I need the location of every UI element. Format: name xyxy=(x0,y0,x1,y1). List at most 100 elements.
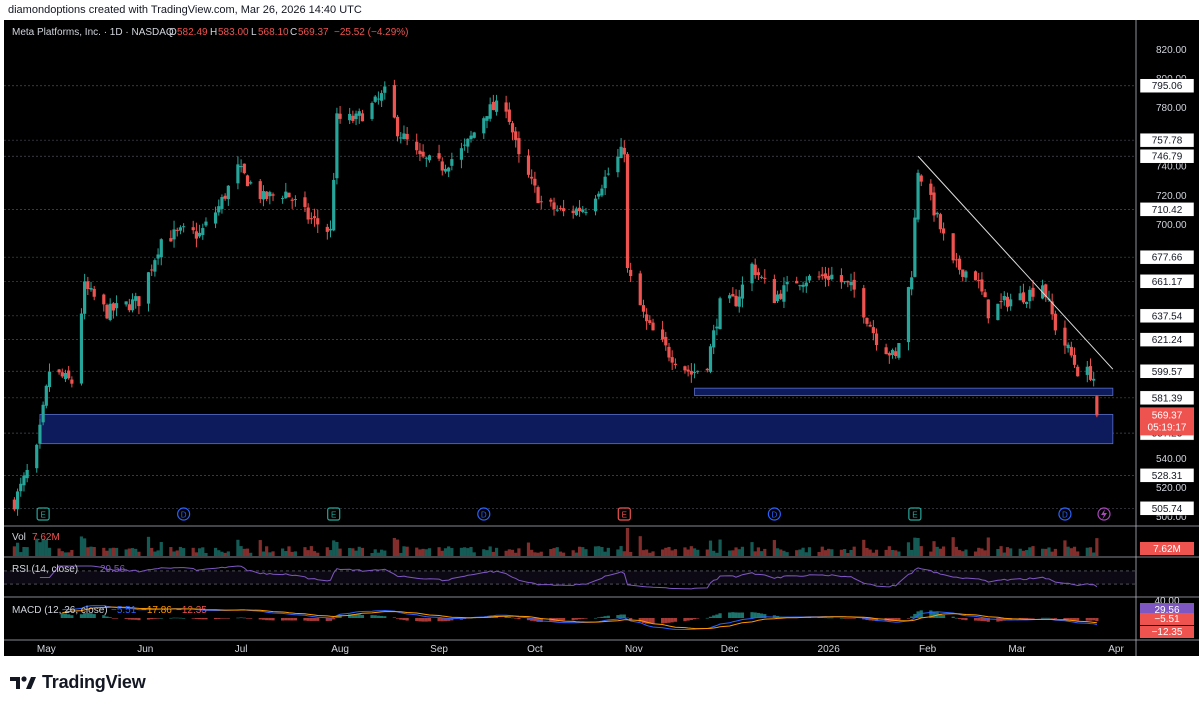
macd-histogram-bar xyxy=(951,616,955,618)
macd-histogram-bar xyxy=(645,618,649,624)
x-tick-label: Oct xyxy=(527,644,543,655)
volume-bar xyxy=(804,552,808,556)
macd-histogram-bar xyxy=(290,618,294,621)
macd-histogram-bar xyxy=(197,618,202,620)
macd-histogram-bar xyxy=(127,618,131,620)
candle-body xyxy=(779,293,783,299)
macd-histogram-bar xyxy=(284,618,288,621)
volume-bar xyxy=(463,547,467,556)
volume-bar xyxy=(597,546,601,556)
volume-bar xyxy=(459,547,464,556)
volume-bar xyxy=(1063,540,1067,556)
x-tick-label: Dec xyxy=(721,644,739,655)
candle-body xyxy=(980,279,984,292)
macd-histogram-bar xyxy=(258,618,262,620)
event-marker-letter: E xyxy=(40,511,45,520)
volume-bar xyxy=(242,548,246,556)
price-level-box xyxy=(1139,308,1195,324)
y-tick-label: 500.00 xyxy=(1156,512,1187,523)
macd-histogram-bar xyxy=(530,618,534,621)
macd-histogram-bar xyxy=(584,618,588,619)
candle-body xyxy=(1053,313,1057,331)
volume-bar xyxy=(338,548,342,556)
volume-bar xyxy=(670,550,674,556)
volume-bar xyxy=(392,537,396,556)
candle-body xyxy=(335,113,339,179)
candle-body xyxy=(1072,354,1077,365)
candle-body xyxy=(517,138,521,155)
rsi-axis-box xyxy=(1140,603,1194,616)
candle-body xyxy=(533,178,537,186)
candle-body xyxy=(954,259,958,261)
macd-histogram-bar xyxy=(1053,618,1057,619)
candle-body xyxy=(328,228,333,231)
macd-histogram-bar xyxy=(686,618,690,621)
volume-bar xyxy=(38,542,42,556)
candle-body xyxy=(696,370,700,372)
macd-histogram-bar xyxy=(1095,618,1099,622)
candle-body xyxy=(740,284,745,299)
candle-body xyxy=(664,336,668,346)
volume-bar xyxy=(897,551,901,556)
macd-histogram-bar xyxy=(338,615,342,618)
macd-histogram-bar xyxy=(980,618,984,622)
tradingview-logo[interactable]: TradingView xyxy=(10,672,146,693)
macd-histogram-bar xyxy=(661,618,665,624)
x-tick-label: Mar xyxy=(1008,644,1026,655)
macd-histogram-bar xyxy=(1047,617,1051,619)
candle-body xyxy=(220,197,224,209)
candle-body xyxy=(146,272,151,304)
candle-body xyxy=(1092,378,1096,381)
macd-histogram-bar xyxy=(213,618,218,620)
legend-change: −25.52 (−4.29%) xyxy=(334,27,409,38)
volume-bar xyxy=(533,552,537,556)
candle-body xyxy=(750,263,754,284)
candle-body xyxy=(79,313,84,384)
volume-bar xyxy=(325,547,329,556)
macd-histogram-bar xyxy=(571,618,575,621)
candle-body xyxy=(191,227,195,231)
volume-bar xyxy=(427,548,432,556)
macd-histogram-bar xyxy=(70,615,74,618)
volume-bar xyxy=(194,552,198,556)
volume-bar xyxy=(284,551,288,556)
macd-histogram-bar xyxy=(360,614,365,618)
candle-body xyxy=(38,424,42,444)
macd-histogram-bar xyxy=(306,618,310,621)
volume-bar xyxy=(890,549,895,556)
candle-body xyxy=(402,133,406,139)
volume-bar xyxy=(226,551,230,556)
price-level-box xyxy=(1139,364,1195,379)
macd-histogram-bar xyxy=(728,612,732,618)
candle-body xyxy=(852,279,856,290)
candle-body xyxy=(648,320,652,324)
volume-bar xyxy=(1050,551,1054,556)
macd-histogram-bar xyxy=(67,614,71,618)
macd-signal-line xyxy=(62,606,1097,630)
volume-bar xyxy=(312,551,317,556)
candle-body xyxy=(558,208,563,210)
volume-bar xyxy=(290,551,294,556)
macd-histogram-bar xyxy=(1028,618,1032,619)
macd-histogram-bar xyxy=(373,615,377,618)
macd-histogram-bar xyxy=(265,618,269,621)
volume-bar xyxy=(562,552,566,556)
macd-histogram-bar xyxy=(597,617,601,618)
volume-bar xyxy=(689,546,693,556)
macd-histogram-bar xyxy=(354,614,358,618)
macd-histogram-bar xyxy=(402,618,406,621)
volume-bar xyxy=(849,549,853,556)
macd-histogram-bar xyxy=(245,618,250,619)
volume-bar xyxy=(807,547,812,556)
candle-body xyxy=(874,333,879,346)
macd-histogram-bar xyxy=(954,617,958,619)
volume-bar xyxy=(1009,548,1013,556)
volume-bar xyxy=(12,546,16,556)
candle-body xyxy=(194,231,198,239)
dividend-marker xyxy=(477,507,491,521)
macd-histogram-bar xyxy=(692,618,697,620)
candle-body xyxy=(849,281,853,286)
macd-histogram-bar xyxy=(651,618,655,624)
